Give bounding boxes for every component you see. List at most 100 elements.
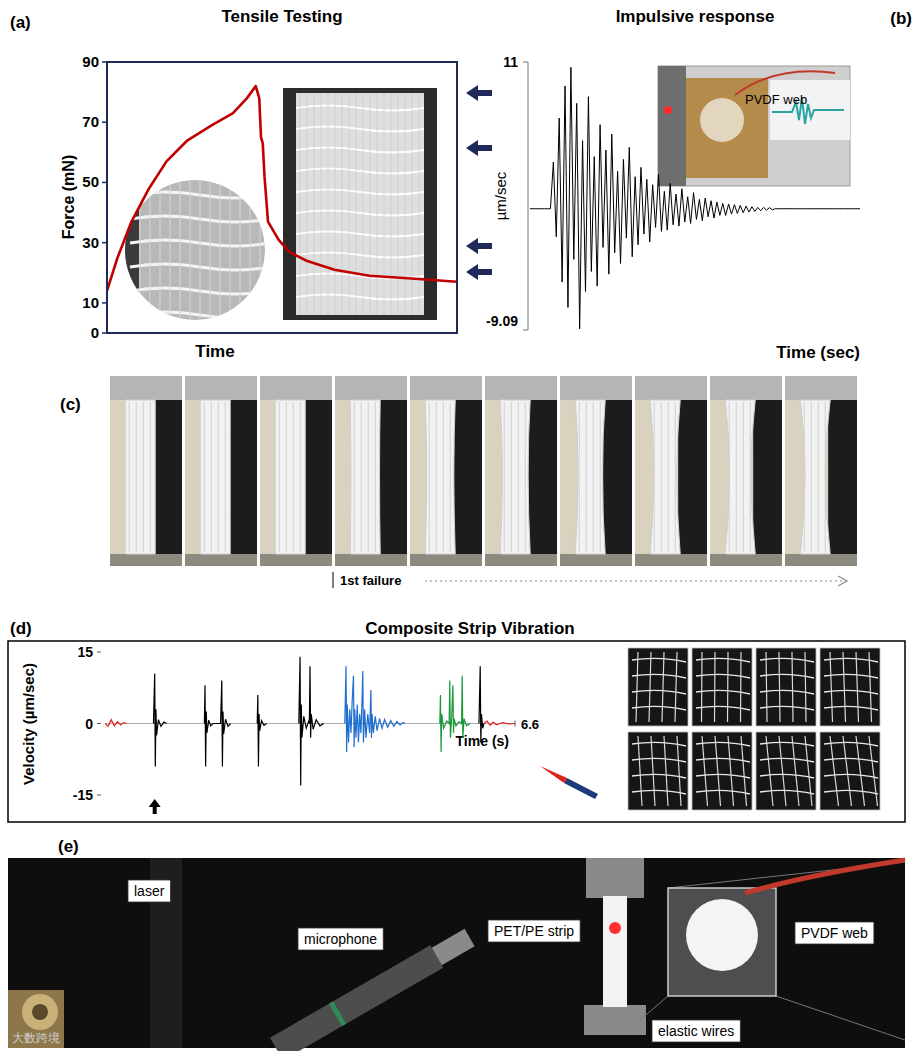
- mesh-line: [651, 736, 655, 806]
- mesh-line: [638, 736, 642, 806]
- mesh-line: [677, 736, 681, 806]
- strip-fiber: [204, 402, 205, 552]
- shelf: [485, 554, 557, 566]
- shelf: [635, 554, 707, 566]
- annotation: 1st failure: [340, 573, 401, 588]
- strip-fiber: [729, 402, 730, 552]
- mesh-line: [391, 93, 392, 315]
- strip-fiber: [368, 402, 369, 552]
- mesh-line: [632, 690, 686, 694]
- pen-icon: [540, 766, 567, 783]
- strip-fiber: [293, 402, 294, 552]
- callout-box: [652, 1020, 740, 1042]
- callout: PET/PE strip: [494, 923, 574, 939]
- y-tick-label: 50: [82, 173, 99, 190]
- y-tick: [102, 302, 107, 304]
- strip-fiber: [504, 402, 505, 552]
- photo: [260, 376, 332, 566]
- laser: [8, 990, 64, 1048]
- mesh-line: [675, 652, 677, 722]
- clamp: [110, 376, 182, 400]
- velocity-trace: [440, 676, 470, 752]
- laser: [32, 1004, 48, 1020]
- x-tick-label: 6.6: [521, 717, 539, 732]
- clamp: [560, 376, 632, 400]
- panel-label: (d): [10, 619, 32, 638]
- y-tick-label: 15: [77, 644, 93, 660]
- title: Impulsive response: [616, 7, 775, 26]
- y-tick: [102, 61, 107, 63]
- strip-fiber: [429, 402, 430, 552]
- mesh-line: [714, 652, 716, 722]
- shelf: [410, 554, 482, 566]
- photo: [303, 376, 332, 566]
- strip-fiber: [511, 402, 512, 552]
- y-tick: [97, 652, 101, 653]
- y-tick: [102, 182, 107, 184]
- strip-fiber: [675, 402, 676, 552]
- y-tick: [102, 332, 107, 334]
- mesh-line: [805, 736, 812, 806]
- inset-photo: [296, 93, 424, 315]
- strip-fiber: [436, 402, 437, 552]
- mesh-line: [636, 652, 638, 722]
- arrow: [466, 140, 492, 156]
- mesh-line: [766, 736, 773, 806]
- mesh-line: [384, 93, 385, 315]
- mesh-line: [150, 180, 151, 320]
- strip-fiber: [375, 402, 376, 552]
- mesh-line: [349, 93, 350, 315]
- y-tick-label: 0: [91, 324, 99, 341]
- strip: [425, 400, 455, 554]
- photo: [185, 376, 257, 566]
- shelf: [710, 554, 782, 566]
- strip-fiber: [136, 402, 137, 552]
- mesh-line: [856, 652, 859, 722]
- x-axis-label: Time: [195, 342, 234, 361]
- mesh-line: [398, 93, 399, 315]
- mesh-line: [220, 180, 221, 320]
- strip-fiber: [600, 402, 601, 552]
- mesh-line: [632, 674, 686, 678]
- mesh-line: [250, 180, 251, 320]
- mesh-line: [335, 93, 336, 315]
- photo: [528, 376, 557, 566]
- arrow-head: [838, 576, 847, 586]
- mesh-line: [696, 758, 750, 762]
- mesh-line: [412, 93, 413, 315]
- inset-screen: [770, 80, 850, 140]
- mesh-line: [702, 736, 708, 806]
- inset-photo: [658, 66, 686, 186]
- photo: [110, 376, 182, 566]
- mesh-line: [824, 774, 878, 778]
- y-tick-label: 90: [82, 53, 99, 70]
- mesh-line: [830, 736, 839, 806]
- photo: [753, 376, 782, 566]
- velocity-trace: [530, 67, 860, 328]
- microphone: [329, 1001, 346, 1026]
- photo: [378, 376, 407, 566]
- shelf: [110, 554, 182, 566]
- laser: [22, 994, 58, 1030]
- mesh-line: [649, 652, 651, 722]
- strip-fiber: [750, 402, 751, 552]
- dotted-arrow: [425, 580, 845, 581]
- mesh-line: [356, 93, 357, 315]
- clamp: [584, 1005, 646, 1035]
- shelf: [560, 554, 632, 566]
- y-tick: [102, 121, 107, 123]
- callout-box: [298, 928, 383, 950]
- laser-dot: [609, 922, 621, 934]
- photo: [635, 376, 707, 566]
- pen-icon: [564, 778, 598, 799]
- y-tick-label: 70: [82, 113, 99, 130]
- clamp: [710, 376, 782, 400]
- mesh-line: [779, 652, 780, 722]
- strip-fiber: [225, 402, 226, 552]
- mesh-line: [727, 652, 729, 722]
- mesh-line: [370, 93, 371, 315]
- clamp: [260, 376, 332, 400]
- mesh-line: [696, 674, 750, 678]
- mesh-line: [170, 180, 171, 320]
- strip-fiber: [129, 402, 130, 552]
